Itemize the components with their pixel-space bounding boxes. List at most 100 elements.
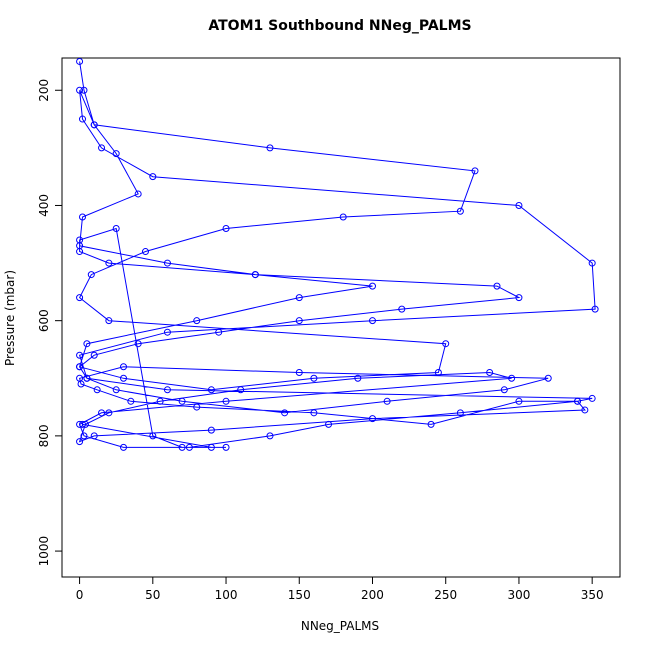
data-point [207, 426, 215, 434]
data-point [90, 432, 98, 440]
data-point [368, 415, 376, 423]
data-point [76, 420, 84, 428]
plot-frame [61, 57, 621, 578]
data-point [508, 374, 516, 382]
data-point [456, 207, 464, 215]
data-point [120, 374, 128, 382]
y-tick-label: 1000 [37, 536, 51, 567]
data-point [105, 317, 113, 325]
data-point [237, 386, 245, 394]
data-point [83, 340, 91, 348]
data-point [149, 173, 157, 181]
data-point [76, 363, 84, 371]
data-point [295, 369, 303, 377]
data-point [493, 282, 501, 290]
data-point [98, 144, 106, 152]
data-point [515, 201, 523, 209]
data-point [310, 409, 318, 417]
data-point [207, 386, 215, 394]
data-point [112, 150, 120, 158]
data-point [76, 351, 84, 359]
data-point [515, 397, 523, 405]
data-point [149, 432, 157, 440]
data-point [120, 363, 128, 371]
data-point [471, 167, 479, 175]
data-point [456, 409, 464, 417]
data-point [163, 386, 171, 394]
x-tick-label: 250 [434, 588, 457, 602]
data-point [77, 380, 85, 388]
data-point [185, 443, 193, 451]
data-point [295, 317, 303, 325]
data-point [83, 374, 91, 382]
data-point [325, 420, 333, 428]
chart-title: ATOM1 Southbound NNeg_PALMS [208, 18, 471, 34]
data-point [163, 259, 171, 267]
data-point [310, 374, 318, 382]
x-tick-label: 0 [76, 588, 84, 602]
data-point [222, 443, 230, 451]
data-point [427, 420, 435, 428]
data-point [339, 213, 347, 221]
data-point [486, 369, 494, 377]
data-point [368, 317, 376, 325]
data-point [79, 213, 87, 221]
data-point [500, 386, 508, 394]
data-point [80, 86, 88, 94]
data-point [76, 86, 84, 94]
data-point [90, 121, 98, 129]
data-point [112, 386, 120, 394]
x-tick-label: 350 [581, 588, 604, 602]
y-tick-label: 400 [37, 194, 51, 217]
data-point [76, 236, 84, 244]
data-point [105, 409, 113, 417]
data-point [368, 282, 376, 290]
x-tick-label: 300 [507, 588, 530, 602]
data-point [163, 328, 171, 336]
data-point [215, 328, 223, 336]
data-point [544, 374, 552, 382]
data-point [127, 397, 135, 405]
data-point [120, 443, 128, 451]
x-tick-label: 100 [215, 588, 238, 602]
data-point [134, 190, 142, 198]
y-tick-label: 200 [37, 79, 51, 102]
data-point [591, 305, 599, 313]
data-point [251, 271, 259, 279]
x-tick-label: 200 [361, 588, 384, 602]
data-point [76, 294, 84, 302]
data-point [193, 317, 201, 325]
data-point [156, 397, 164, 405]
data-point [398, 305, 406, 313]
data-point [193, 403, 201, 411]
data-point [90, 351, 98, 359]
data-line [78, 61, 596, 448]
data-point [383, 397, 391, 405]
data-point [80, 432, 88, 440]
data-point [515, 294, 523, 302]
data-point [79, 420, 87, 428]
data-point [281, 409, 289, 417]
x-tick-label: 50 [145, 588, 160, 602]
data-point [222, 225, 230, 233]
data-point [134, 340, 142, 348]
data-point [434, 369, 442, 377]
data-point [222, 397, 230, 405]
data-point [76, 248, 84, 256]
y-axis-label: Pressure (mbar) [3, 270, 17, 366]
data-point [588, 259, 596, 267]
data-point [76, 57, 84, 65]
x-axis-label: NNeg_PALMS [301, 619, 379, 633]
data-point [87, 271, 95, 279]
data-point [295, 294, 303, 302]
data-point [266, 432, 274, 440]
data-point [98, 409, 106, 417]
data-point [207, 443, 215, 451]
data-point [79, 115, 87, 123]
data-point [574, 397, 582, 405]
data-point [442, 340, 450, 348]
data-point [588, 394, 596, 402]
data-point [581, 406, 589, 414]
data-point [266, 144, 274, 152]
